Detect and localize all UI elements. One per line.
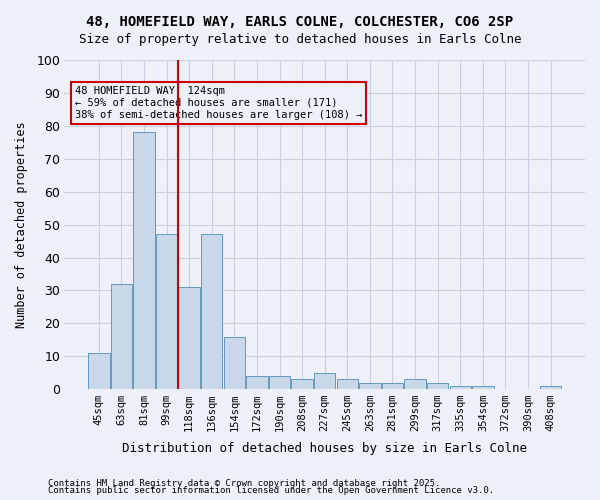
- Bar: [427, 382, 448, 389]
- Bar: [201, 234, 223, 389]
- Bar: [246, 376, 268, 389]
- Bar: [382, 382, 403, 389]
- X-axis label: Distribution of detached houses by size in Earls Colne: Distribution of detached houses by size …: [122, 442, 527, 455]
- Bar: [337, 380, 358, 389]
- Bar: [359, 382, 380, 389]
- Bar: [224, 336, 245, 389]
- Text: 48 HOMEFIELD WAY: 124sqm
← 59% of detached houses are smaller (171)
38% of semi-: 48 HOMEFIELD WAY: 124sqm ← 59% of detach…: [75, 86, 362, 120]
- Bar: [178, 287, 200, 389]
- Text: 48, HOMEFIELD WAY, EARLS COLNE, COLCHESTER, CO6 2SP: 48, HOMEFIELD WAY, EARLS COLNE, COLCHEST…: [86, 15, 514, 29]
- Bar: [449, 386, 471, 389]
- Text: Contains public sector information licensed under the Open Government Licence v3: Contains public sector information licen…: [48, 486, 494, 495]
- Bar: [472, 386, 494, 389]
- Bar: [133, 132, 155, 389]
- Bar: [404, 380, 426, 389]
- Bar: [314, 373, 335, 389]
- Bar: [269, 376, 290, 389]
- Bar: [110, 284, 132, 389]
- Bar: [292, 380, 313, 389]
- Y-axis label: Number of detached properties: Number of detached properties: [15, 122, 28, 328]
- Bar: [156, 234, 177, 389]
- Text: Contains HM Land Registry data © Crown copyright and database right 2025.: Contains HM Land Registry data © Crown c…: [48, 478, 440, 488]
- Text: Size of property relative to detached houses in Earls Colne: Size of property relative to detached ho…: [79, 32, 521, 46]
- Bar: [540, 386, 562, 389]
- Bar: [88, 353, 110, 389]
